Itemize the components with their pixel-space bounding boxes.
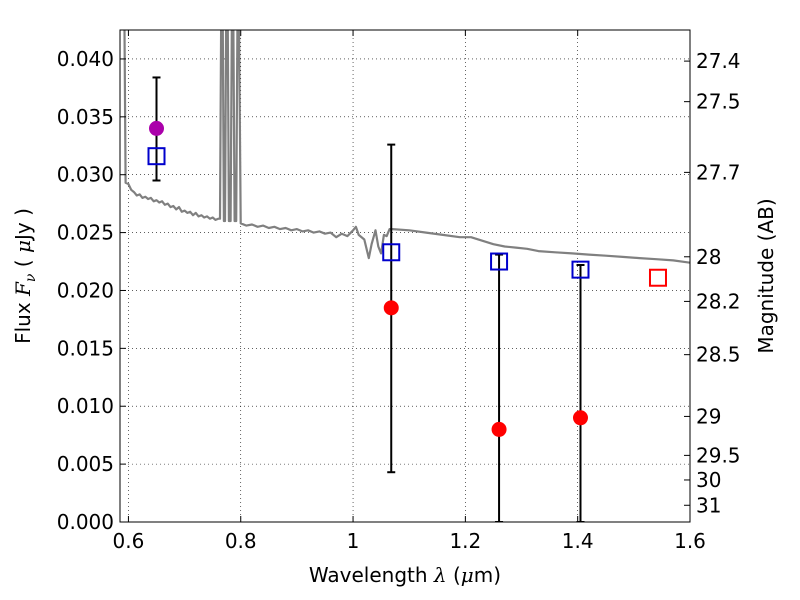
x-tick-label: 1 bbox=[347, 529, 360, 553]
grid bbox=[120, 30, 691, 523]
x-tick-label: 1.6 bbox=[674, 529, 706, 553]
data-point-square bbox=[648, 268, 667, 287]
data-point-square bbox=[490, 252, 509, 271]
y-tick-label: 0.005 bbox=[57, 452, 114, 476]
y2-tick-label: 28.2 bbox=[696, 289, 741, 313]
y2-tick-label: 30 bbox=[696, 468, 721, 492]
x-axis-label: Wavelength λ (μm) bbox=[309, 563, 501, 587]
y2-tick-label: 27.4 bbox=[696, 49, 741, 73]
y-tick-label: 0.040 bbox=[57, 47, 114, 71]
plot-frame bbox=[119, 29, 691, 523]
y2-tick-label: 29 bbox=[696, 404, 721, 428]
data-point-square bbox=[571, 260, 590, 279]
model-spectrum-line bbox=[123, 30, 690, 264]
y-axis-label: Flux Fν ( μJy ) bbox=[11, 208, 39, 344]
plot-area bbox=[123, 30, 690, 522]
data-point-square bbox=[382, 243, 401, 262]
data-point-square bbox=[147, 147, 166, 166]
data-point-circle bbox=[383, 300, 399, 316]
data-point-circle bbox=[491, 421, 507, 437]
y2-tick-label: 28.5 bbox=[696, 343, 741, 367]
y2-tick-label: 31 bbox=[696, 493, 721, 517]
y-tick-label: 0.015 bbox=[57, 336, 114, 360]
y2-tick-label: 27.7 bbox=[696, 160, 741, 184]
x-tick-label: 1.2 bbox=[449, 529, 481, 553]
ticks: 0.6 0.8 1 1.2 1.4 1.6 0.000 0.005 0.010 0.015 0.02… bbox=[57, 30, 741, 553]
data-point-circle bbox=[149, 120, 165, 136]
y2-tick-label: 27.5 bbox=[696, 90, 741, 114]
y-tick-label: 0.035 bbox=[57, 105, 114, 129]
x-tick-label: 0.8 bbox=[225, 529, 257, 553]
y-tick-label: 0.000 bbox=[57, 510, 114, 534]
y-tick-label: 0.025 bbox=[57, 221, 114, 245]
y-tick-label: 0.010 bbox=[57, 394, 114, 418]
y2-tick-label: 28 bbox=[696, 245, 721, 269]
y-tick-label: 0.020 bbox=[57, 278, 114, 302]
x-tick-label: 0.6 bbox=[113, 529, 145, 553]
y-tick-label: 0.030 bbox=[57, 163, 114, 187]
y2-axis-label: Magnitude (AB) bbox=[754, 198, 778, 353]
x-tick-label: 1.4 bbox=[562, 529, 594, 553]
y2-tick-label: 29.5 bbox=[696, 443, 741, 467]
data-point-circle bbox=[572, 410, 588, 426]
